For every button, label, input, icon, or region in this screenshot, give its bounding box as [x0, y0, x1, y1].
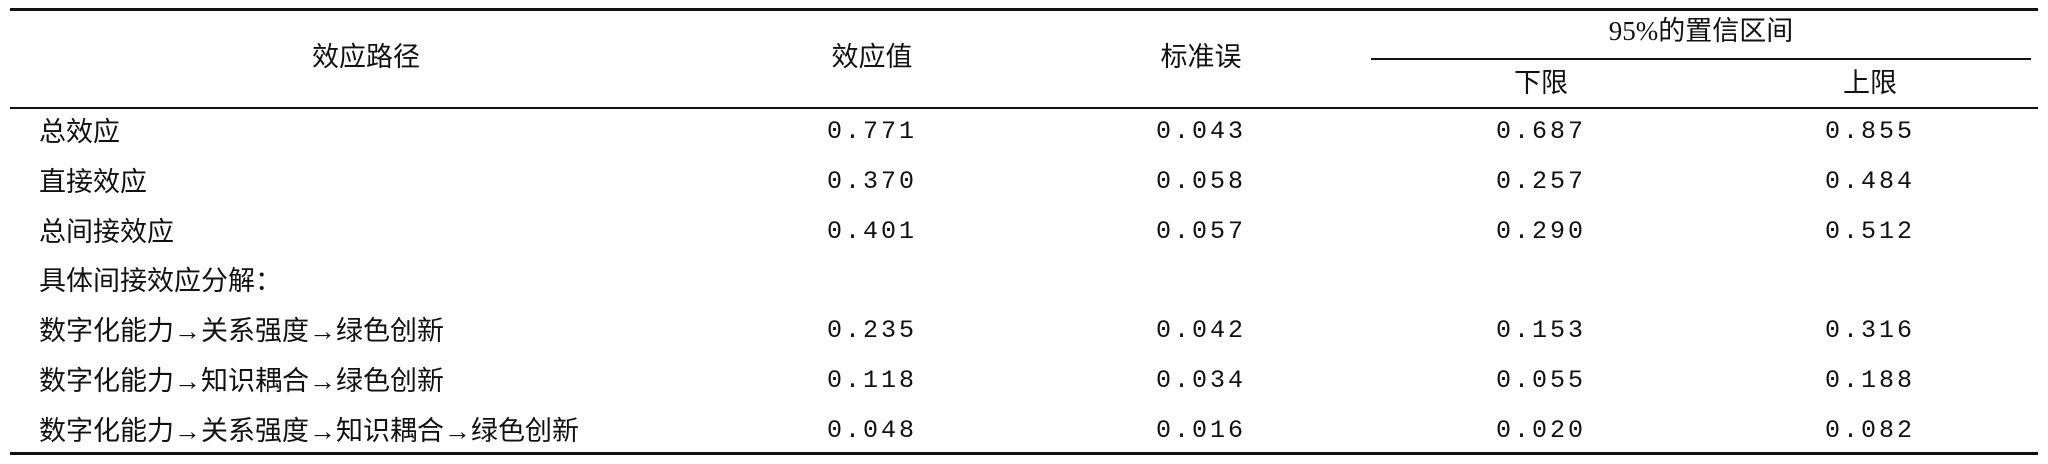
- upper-cell: 0.188: [1824, 366, 1916, 395]
- path-cell: 具体间接效应分解：: [39, 266, 282, 297]
- upper-cell: 0.855: [1824, 117, 1916, 146]
- header-lower: 下限: [1514, 68, 1568, 98]
- upper-cell: 0.484: [1824, 166, 1916, 196]
- ci-rule: [1371, 58, 2031, 60]
- effect-cell: 0.401: [826, 216, 918, 246]
- upper-cell: 0.512: [1824, 216, 1916, 246]
- effect-cell: 0.048: [826, 415, 918, 445]
- path-cell: 数字化能力→关系强度→知识耦合→绿色创新: [39, 415, 579, 446]
- se-cell: 0.057: [1155, 216, 1247, 246]
- effect-cell: 0.370: [826, 166, 918, 196]
- lower-cell: 0.020: [1495, 415, 1587, 445]
- effect-cell: 0.771: [826, 117, 918, 146]
- upper-cell: 0.082: [1824, 415, 1916, 445]
- header-effect: 效应值: [831, 42, 913, 72]
- path-cell: 总间接效应: [39, 216, 174, 247]
- effect-cell: 0.118: [826, 366, 918, 395]
- lower-cell: 0.055: [1495, 366, 1587, 395]
- lower-cell: 0.153: [1495, 316, 1587, 346]
- se-cell: 0.034: [1155, 366, 1247, 395]
- lower-cell: 0.290: [1495, 216, 1587, 246]
- lower-cell: 0.257: [1495, 166, 1587, 196]
- se-cell: 0.058: [1155, 166, 1247, 196]
- path-cell: 直接效应: [39, 166, 147, 197]
- path-cell: 数字化能力→知识耦合→绿色创新: [39, 366, 444, 396]
- se-cell: 0.043: [1155, 117, 1247, 146]
- lower-cell: 0.687: [1495, 117, 1587, 146]
- header-ci: 95%的置信区间: [1608, 16, 1794, 46]
- header-path: 效应路径: [312, 42, 420, 72]
- se-cell: 0.016: [1155, 415, 1247, 445]
- path-cell: 总效应: [39, 117, 120, 147]
- se-cell: 0.042: [1155, 316, 1247, 346]
- effect-cell: 0.235: [826, 316, 918, 346]
- top-rule: [10, 8, 2038, 11]
- path-cell: 数字化能力→关系强度→绿色创新: [39, 316, 444, 347]
- header-upper: 上限: [1843, 68, 1897, 98]
- bottom-rule: [10, 452, 2038, 455]
- header-rule: [10, 107, 2038, 109]
- upper-cell: 0.316: [1824, 316, 1916, 346]
- header-se: 标准误: [1160, 42, 1242, 72]
